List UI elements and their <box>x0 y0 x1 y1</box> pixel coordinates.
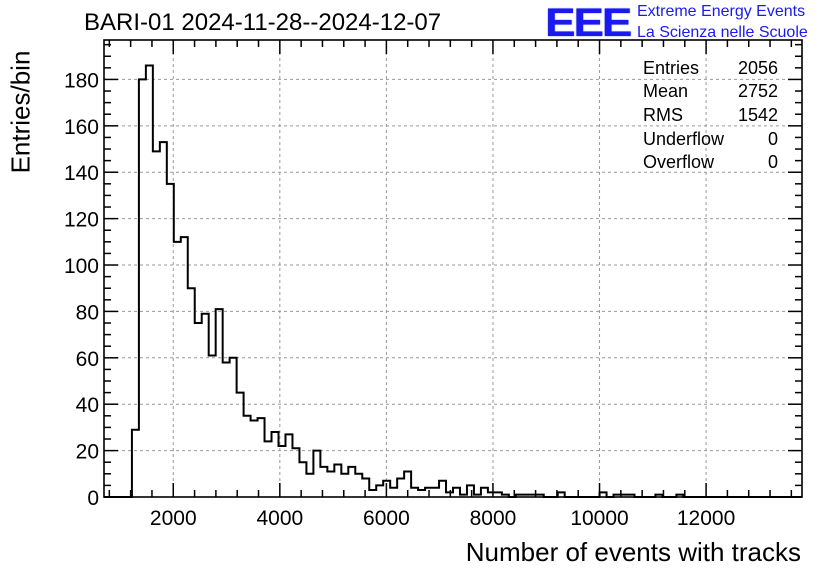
grid-lines <box>104 40 802 497</box>
y-tick-label: 20 <box>76 441 99 464</box>
tick-labels: 2000 4000 6000 8000 10000 12000 0 20 40 60 80 100 12… <box>64 69 735 530</box>
chart-title: BARI-01 2024-11-28--2024-12-07 <box>84 9 442 36</box>
x-tick-label: 10000 <box>570 507 628 530</box>
stat-underflow-value: 0 <box>767 129 778 149</box>
plot-frame <box>103 39 803 498</box>
x-tick-label: 8000 <box>470 507 517 530</box>
y-tick-label: 160 <box>64 116 99 139</box>
y-tick-label: 120 <box>64 209 99 232</box>
y-tick-label: 40 <box>76 394 99 417</box>
stat-overflow-value: 0 <box>767 152 778 172</box>
y-tick-label: 60 <box>76 348 99 371</box>
stat-overflow-label: Overflow <box>643 152 715 172</box>
axis-ticks <box>104 40 802 498</box>
stat-entries-value: 2056 <box>737 58 778 78</box>
x-tick-label: 12000 <box>677 507 735 530</box>
x-tick-label: 6000 <box>363 507 410 530</box>
x-tick-label: 4000 <box>256 507 303 530</box>
y-tick-label: 80 <box>76 301 99 324</box>
y-tick-label: 180 <box>64 69 99 92</box>
stat-rms-value: 1542 <box>737 105 778 125</box>
y-tick-label: 100 <box>64 255 99 278</box>
brand-line-1: Extreme Energy Events <box>637 3 806 20</box>
eee-logo: EEE <box>545 1 632 45</box>
y-tick-label: 140 <box>64 162 99 185</box>
y-axis-label: Entries/bin <box>5 50 36 174</box>
stat-rms-label: RMS <box>643 105 683 125</box>
brand-line-2: La Scienza nelle Scuole <box>637 24 808 41</box>
stat-mean-label: Mean <box>643 81 689 101</box>
x-tick-label: 2000 <box>150 507 197 530</box>
stat-entries-label: Entries <box>643 58 700 78</box>
stat-underflow-label: Underflow <box>643 129 725 149</box>
stat-mean-value: 2752 <box>737 81 778 101</box>
x-axis-label: Number of events with tracks <box>465 537 801 567</box>
y-tick-label: 0 <box>87 487 99 510</box>
